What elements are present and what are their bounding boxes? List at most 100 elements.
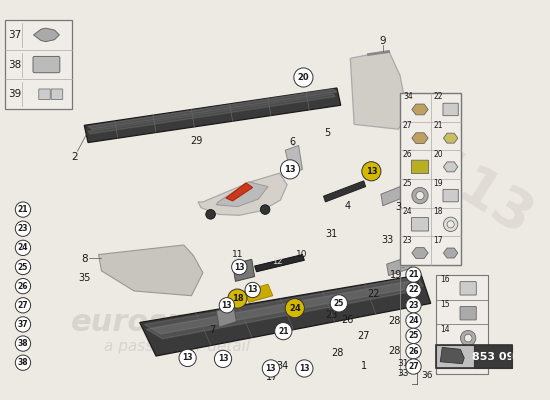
Circle shape [15, 240, 31, 256]
Text: 25: 25 [408, 332, 419, 340]
Polygon shape [387, 256, 411, 276]
Text: 26: 26 [408, 347, 419, 356]
Polygon shape [323, 181, 366, 202]
Text: 23: 23 [325, 310, 337, 320]
Text: 33: 33 [382, 235, 394, 245]
Text: 26: 26 [403, 150, 412, 159]
Text: 36: 36 [421, 371, 433, 380]
Polygon shape [255, 254, 304, 272]
Circle shape [464, 334, 472, 342]
FancyBboxPatch shape [33, 56, 60, 73]
Text: 30: 30 [408, 280, 420, 290]
Text: 16: 16 [441, 275, 450, 284]
Polygon shape [34, 28, 59, 42]
Text: 28: 28 [388, 346, 400, 356]
Circle shape [443, 217, 458, 232]
FancyBboxPatch shape [474, 346, 512, 368]
Text: 7: 7 [210, 325, 216, 335]
Circle shape [406, 298, 421, 313]
Polygon shape [443, 133, 458, 143]
Text: 11: 11 [232, 250, 243, 259]
Polygon shape [412, 104, 428, 115]
Circle shape [406, 359, 421, 374]
Text: 13: 13 [234, 262, 245, 272]
Text: 3: 3 [395, 202, 402, 212]
FancyBboxPatch shape [436, 275, 488, 300]
Text: 34: 34 [403, 92, 412, 102]
Text: 38: 38 [8, 60, 21, 70]
Text: a passion for detail: a passion for detail [104, 339, 250, 354]
Text: 10: 10 [296, 250, 307, 259]
Text: 15: 15 [441, 300, 450, 309]
Polygon shape [98, 245, 203, 296]
Polygon shape [443, 248, 458, 258]
Circle shape [15, 202, 31, 217]
Text: 853 09: 853 09 [472, 352, 514, 362]
Text: 38: 38 [18, 339, 28, 348]
FancyBboxPatch shape [400, 93, 461, 265]
Circle shape [15, 278, 31, 294]
Text: 20: 20 [433, 150, 443, 159]
FancyBboxPatch shape [460, 282, 476, 295]
Circle shape [15, 259, 31, 275]
FancyBboxPatch shape [411, 218, 428, 231]
Text: 22: 22 [433, 92, 443, 102]
Text: 33: 33 [397, 369, 409, 378]
Text: 4: 4 [344, 201, 350, 211]
Circle shape [406, 282, 421, 298]
Polygon shape [412, 133, 428, 144]
Text: 22: 22 [367, 289, 380, 299]
Text: 19: 19 [390, 270, 403, 280]
Polygon shape [146, 280, 420, 339]
Text: 13: 13 [441, 350, 450, 359]
FancyBboxPatch shape [443, 189, 458, 202]
Circle shape [330, 295, 348, 312]
Text: 35: 35 [78, 274, 90, 284]
Circle shape [296, 360, 313, 377]
Text: 1: 1 [361, 360, 367, 370]
Text: 31: 31 [397, 359, 409, 368]
Text: 24: 24 [18, 243, 28, 252]
Circle shape [406, 267, 421, 282]
Text: 21: 21 [433, 121, 443, 130]
Text: 13: 13 [248, 286, 258, 294]
Text: 25: 25 [18, 262, 28, 272]
FancyBboxPatch shape [436, 300, 488, 324]
Polygon shape [244, 284, 273, 302]
Text: 13: 13 [266, 364, 276, 373]
Circle shape [406, 328, 421, 344]
Text: 18: 18 [232, 294, 243, 303]
Circle shape [406, 344, 421, 359]
FancyBboxPatch shape [39, 89, 50, 100]
Polygon shape [381, 186, 402, 206]
Text: 24: 24 [403, 207, 412, 216]
Text: 27: 27 [18, 301, 28, 310]
Text: 18: 18 [433, 207, 443, 216]
Circle shape [406, 313, 421, 328]
Text: 25: 25 [403, 179, 412, 188]
Text: 23: 23 [18, 224, 28, 233]
Polygon shape [350, 51, 408, 129]
Text: 23: 23 [408, 301, 419, 310]
Text: 2: 2 [72, 152, 78, 162]
Text: 13: 13 [366, 167, 377, 176]
Text: 26: 26 [341, 315, 354, 325]
Text: 27: 27 [408, 362, 419, 371]
Text: 21: 21 [278, 327, 289, 336]
Circle shape [460, 330, 476, 346]
Text: 12: 12 [272, 257, 283, 266]
Text: 14: 14 [441, 325, 450, 334]
Text: eurospares: eurospares [71, 308, 264, 337]
Text: 17: 17 [266, 372, 278, 382]
Polygon shape [140, 275, 431, 356]
FancyBboxPatch shape [460, 306, 476, 320]
Polygon shape [285, 146, 302, 174]
Text: 26: 26 [18, 282, 28, 291]
Circle shape [262, 360, 279, 377]
Circle shape [219, 298, 234, 313]
Circle shape [214, 350, 232, 368]
FancyBboxPatch shape [51, 89, 63, 100]
Circle shape [294, 68, 313, 87]
Polygon shape [84, 88, 341, 142]
Circle shape [15, 336, 31, 351]
